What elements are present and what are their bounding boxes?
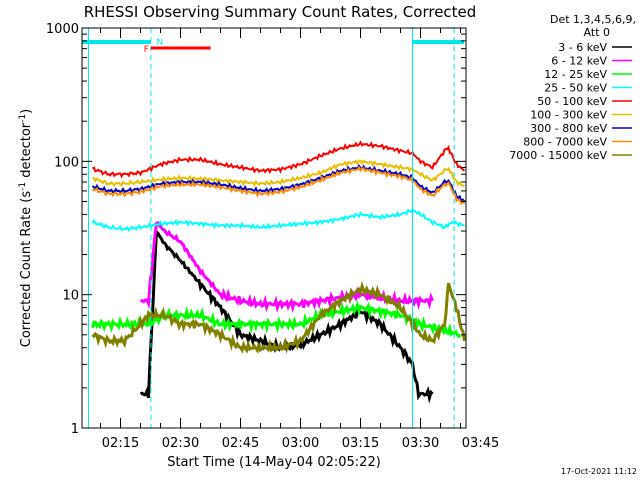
series-line-5	[92, 159, 465, 188]
x-tick-label: 03:30	[402, 436, 439, 451]
legend-label-4: 50 - 100 keV	[537, 95, 607, 108]
legend-label-1: 6 - 12 keV	[551, 55, 607, 68]
legend-label-3: 25 - 50 keV	[544, 82, 607, 95]
chart-title: RHESSI Observing Summary Count Rates, Co…	[84, 3, 477, 21]
series-line-2	[91, 300, 462, 339]
annotation-n: N	[157, 38, 164, 48]
legend-label-5: 100 - 300 keV	[530, 109, 607, 122]
legend-header-line-2: Att 0	[584, 26, 610, 39]
y-axis-label: Corrected Count Rate (s-1 detector-1)	[18, 109, 34, 347]
series-group	[91, 140, 466, 404]
y-tick-label: 1	[71, 422, 79, 437]
legend-label-0: 3 - 6 keV	[558, 41, 607, 54]
y-tick-label: 1000	[46, 22, 79, 37]
x-axis-label: Start Time (14-May-04 02:05:22)	[167, 455, 381, 470]
legend-label-7: 800 - 7000 keV	[523, 136, 607, 149]
legend-header-line-1: Det 1,3,4,5,6,9,	[550, 13, 636, 26]
timestamp: 17-Oct-2021 11:12	[561, 467, 637, 476]
series-line-4	[91, 140, 466, 179]
series-line-8	[91, 281, 466, 354]
series-line-3	[91, 208, 465, 232]
y-tick-label: 10	[62, 289, 79, 304]
legend-label-6: 300 - 800 keV	[530, 122, 607, 135]
x-tick-label: 03:00	[282, 436, 319, 451]
series-line-6	[91, 163, 466, 203]
x-tick-label: 02:15	[102, 436, 139, 451]
x-tick-label: 03:15	[342, 436, 379, 451]
y-tick-label: 100	[54, 155, 79, 170]
plot-frame	[81, 27, 467, 429]
x-tick-label: 03:45	[462, 436, 499, 451]
x-tick-label: 02:45	[222, 436, 259, 451]
series-line-7	[91, 165, 466, 206]
legend-label-2: 12 - 25 keV	[544, 68, 607, 81]
x-tick-label: 02:30	[162, 436, 199, 451]
legend-label-8: 7000 - 15000 keV	[509, 149, 607, 162]
annotation-f: F	[144, 45, 149, 55]
